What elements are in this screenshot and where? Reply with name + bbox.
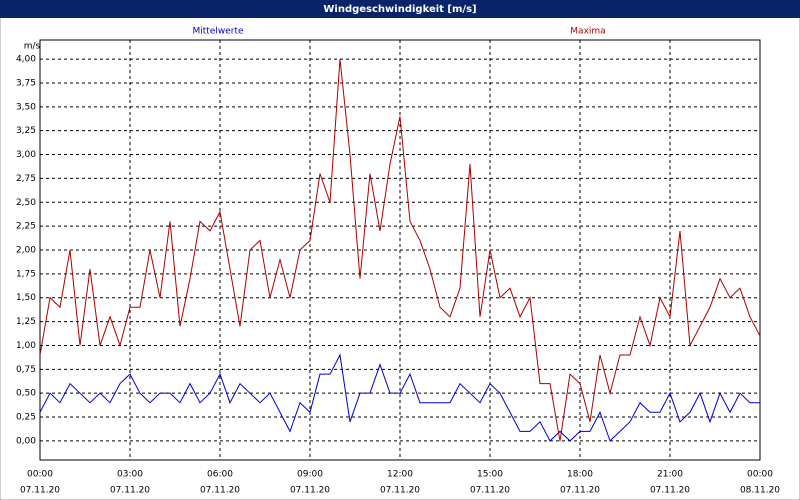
x-tick-date: 07.11.20 [470, 486, 510, 496]
title-bar [0, 0, 800, 18]
legend-label: Maxima [570, 27, 605, 37]
x-tick-label: 00:00 [27, 470, 53, 480]
y-tick-label: 0,75 [16, 365, 36, 375]
x-tick-date: 07.11.20 [380, 486, 420, 496]
y-tick-label: 2,75 [16, 174, 36, 184]
y-tick-label: 0,25 [16, 413, 36, 423]
y-tick-label: 3,00 [16, 150, 36, 160]
x-tick-date: 07.11.20 [110, 486, 150, 496]
chart-title: Windgeschwindigkeit [m/s] [323, 4, 476, 15]
x-tick-label: 03:00 [117, 470, 143, 480]
x-tick-label: 18:00 [567, 470, 593, 480]
series-line [39, 353, 760, 442]
y-tick-label: 1,00 [16, 341, 36, 351]
x-tick-date: 07.11.20 [290, 486, 330, 496]
y-tick-label: 3,50 [16, 102, 36, 112]
y-tick-label: 3,25 [16, 126, 36, 136]
y-tick-label: 3,75 [16, 78, 36, 88]
x-tick-date: 07.11.20 [20, 486, 60, 496]
y-unit: m/s [24, 42, 41, 52]
x-tick-label: 09:00 [297, 470, 323, 480]
y-tick-label: 4,00 [16, 55, 36, 65]
y-tick-label: 0,00 [16, 436, 36, 446]
x-tick-label: 15:00 [477, 470, 503, 480]
x-tick-date: 07.11.20 [200, 486, 240, 496]
x-tick-label: 21:00 [657, 470, 683, 480]
series-line [39, 59, 761, 441]
x-tick-date: 08.11.20 [740, 486, 780, 496]
legend-label: Mittelwerte [192, 27, 243, 37]
y-tick-label: 1,25 [16, 317, 36, 327]
x-tick-label: 12:00 [387, 470, 413, 480]
y-tick-label: 2,00 [16, 246, 36, 256]
y-tick-label: 1,50 [16, 293, 36, 303]
y-tick-label: 2,25 [16, 222, 36, 232]
y-tick-label: 1,75 [16, 269, 36, 279]
x-tick-label: 00:00 [747, 470, 773, 480]
x-tick-date: 07.11.20 [650, 486, 690, 496]
x-tick-label: 06:00 [207, 470, 233, 480]
y-tick-label: 2,50 [16, 198, 36, 208]
y-tick-label: 0,50 [16, 389, 36, 399]
x-tick-date: 07.11.20 [560, 486, 600, 496]
